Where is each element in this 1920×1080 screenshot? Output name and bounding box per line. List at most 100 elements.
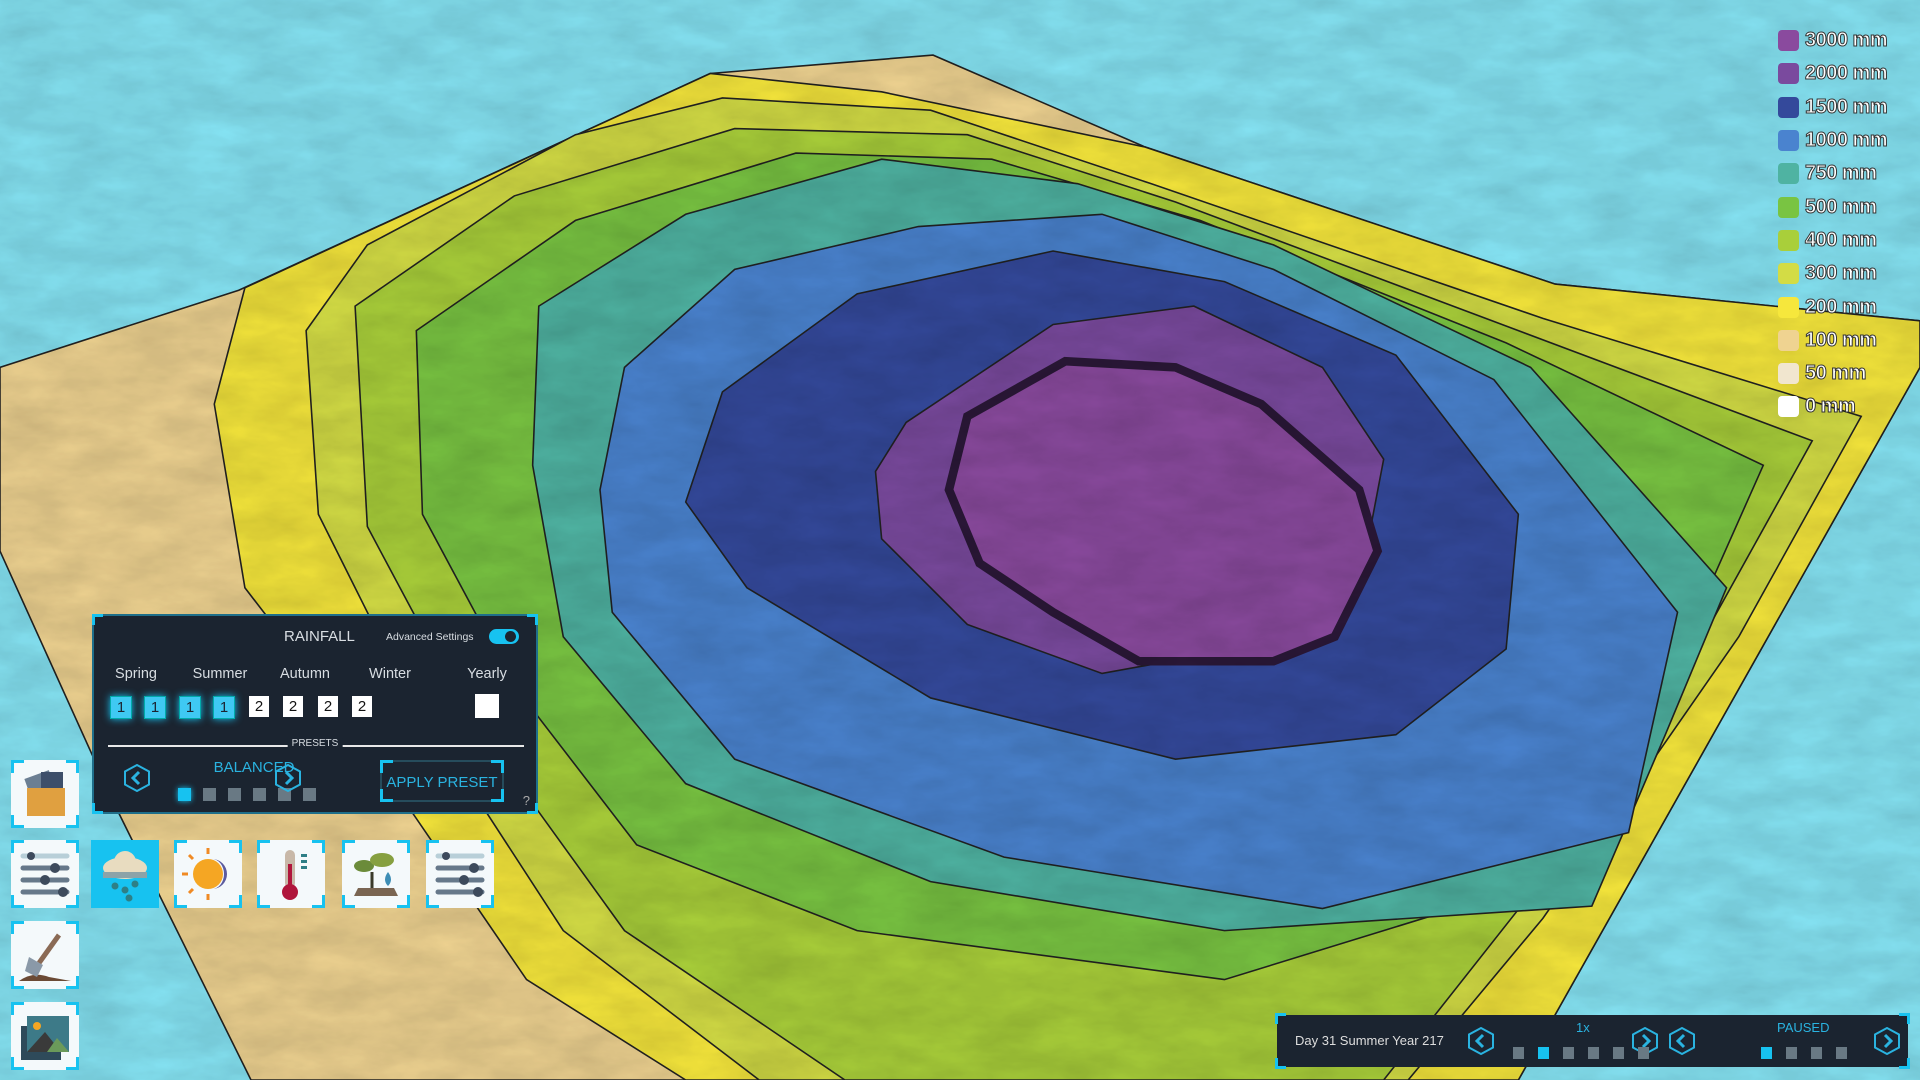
- legend-label: 100 mm: [1805, 328, 1878, 351]
- legend-label: 3000 mm: [1804, 29, 1888, 52]
- state-label: PAUSED: [1777, 1020, 1830, 1035]
- preset-indicator[interactable]: [228, 788, 241, 801]
- legend-item: 400 mm: [1778, 224, 1887, 257]
- legend-swatch: [1778, 229, 1799, 251]
- speed-indicator[interactable]: [1638, 1047, 1649, 1059]
- sun-moon-icon: [182, 848, 227, 900]
- legend-item: 0 mm: [1778, 390, 1887, 423]
- state-indicator[interactable]: [1836, 1047, 1847, 1059]
- speed-indicator[interactable]: [1513, 1047, 1524, 1059]
- folder-files-tool-button[interactable]: [11, 760, 79, 828]
- season-summer: Summer: [192, 666, 248, 682]
- apply-preset-label: APPLY PRESET: [386, 774, 498, 791]
- sliders-alt-tool-button[interactable]: [426, 840, 494, 908]
- legend-swatch: [1778, 329, 1799, 351]
- legend-swatch: [1778, 196, 1799, 218]
- season-value-box[interactable]: 2: [283, 696, 303, 717]
- sun-moon-tool-button[interactable]: [174, 840, 242, 908]
- speed-indicator[interactable]: [1563, 1047, 1574, 1059]
- legend-label: 2000 mm: [1804, 62, 1888, 85]
- yearly-value-box[interactable]: [475, 694, 499, 718]
- legend-label: 1000 mm: [1804, 129, 1888, 152]
- preset-indicator[interactable]: [253, 788, 266, 801]
- legend-swatch: [1778, 96, 1799, 118]
- thermometer-icon: [282, 850, 307, 900]
- state-next-icon[interactable]: [1874, 1027, 1900, 1055]
- apply-preset-button[interactable]: APPLY PRESET: [380, 760, 504, 802]
- legend-item: 300 mm: [1778, 257, 1887, 290]
- legend-item: 750 mm: [1778, 157, 1887, 190]
- legend-swatch: [1778, 130, 1799, 152]
- speed-prev-icon[interactable]: [1468, 1027, 1494, 1055]
- state-indicator[interactable]: [1811, 1047, 1822, 1059]
- advanced-settings-label: Advanced Settings: [386, 631, 474, 643]
- legend-item: 200 mm: [1778, 290, 1887, 323]
- legend-label: 300 mm: [1805, 262, 1878, 285]
- preset-indicator[interactable]: [178, 788, 191, 801]
- season-yearly: Yearly: [467, 666, 507, 682]
- legend-item: 2000 mm: [1778, 57, 1888, 90]
- rainfall-panel: RAINFALL Advanced Settings Spring Summer…: [92, 614, 538, 814]
- season-value-box[interactable]: 1: [179, 696, 201, 719]
- preset-name: BALANCED: [213, 759, 295, 776]
- state-prev-icon[interactable]: [1669, 1027, 1695, 1055]
- current-date: Day 31 Summer Year 217: [1295, 1033, 1444, 1048]
- sliders-icon: [20, 852, 70, 897]
- legend-swatch: [1778, 263, 1799, 285]
- season-value-box[interactable]: 1: [144, 696, 166, 719]
- preset-prev-icon[interactable]: [124, 764, 150, 792]
- legend-item: 3000 mm: [1778, 24, 1888, 57]
- thermometer-tool-button[interactable]: [257, 840, 325, 908]
- speed-label: 1x: [1576, 1020, 1590, 1035]
- season-value-box[interactable]: 1: [213, 696, 235, 719]
- rain-cloud-tool-button[interactable]: [91, 840, 159, 908]
- speed-indicator[interactable]: [1538, 1047, 1549, 1059]
- sliders-tool-button[interactable]: [11, 840, 79, 908]
- legend-swatch: [1778, 396, 1799, 418]
- preset-indicator[interactable]: [203, 788, 216, 801]
- legend-swatch: [1778, 30, 1799, 52]
- season-value-box[interactable]: 2: [352, 696, 372, 717]
- legend-swatch: [1778, 163, 1799, 185]
- legend-label: 200 mm: [1805, 295, 1878, 318]
- sliders-alt-icon: [435, 852, 485, 897]
- season-value-box[interactable]: 2: [249, 696, 269, 717]
- state-indicator[interactable]: [1761, 1047, 1772, 1059]
- season-autumn: Autumn: [280, 666, 330, 682]
- legend-label: 0 mm: [1804, 395, 1856, 418]
- advanced-settings-toggle[interactable]: [489, 629, 519, 644]
- legend-item: 50 mm: [1778, 357, 1887, 390]
- season-value-box[interactable]: 2: [318, 696, 338, 717]
- time-control-bar: Day 31 Summer Year 217 1x PAUSED: [1275, 1013, 1910, 1069]
- legend-item: 1000 mm: [1778, 124, 1888, 157]
- state-indicator[interactable]: [1786, 1047, 1797, 1059]
- speed-indicator[interactable]: [1588, 1047, 1599, 1059]
- legend-swatch: [1778, 363, 1799, 385]
- gallery-icon: [21, 1016, 69, 1060]
- legend-label: 50 mm: [1805, 362, 1867, 385]
- speed-indicator[interactable]: [1613, 1047, 1624, 1059]
- legend-item: 500 mm: [1778, 190, 1887, 223]
- season-value-box[interactable]: 1: [110, 696, 132, 719]
- legend-item: 1500 mm: [1778, 91, 1888, 124]
- preset-next-icon[interactable]: [275, 764, 301, 792]
- presets-label: PRESETS: [287, 738, 343, 749]
- plant-water-tool-button[interactable]: [342, 840, 410, 908]
- panel-title: RAINFALL: [284, 628, 355, 645]
- legend-swatch: [1778, 63, 1799, 85]
- legend-swatch: [1778, 296, 1799, 318]
- legend-label: 1500 mm: [1804, 95, 1888, 118]
- help-button[interactable]: ?: [522, 793, 530, 808]
- legend-label: 400 mm: [1805, 228, 1878, 251]
- legend-label: 750 mm: [1805, 162, 1878, 185]
- rain-cloud-icon: [103, 851, 147, 902]
- folder-files-icon: [24, 770, 65, 816]
- season-winter: Winter: [369, 666, 411, 682]
- shovel-tool-button[interactable]: [11, 921, 79, 989]
- legend-item: 100 mm: [1778, 324, 1887, 357]
- plant-water-icon: [354, 853, 398, 896]
- preset-indicator[interactable]: [303, 788, 316, 801]
- gallery-tool-button[interactable]: [11, 1002, 79, 1070]
